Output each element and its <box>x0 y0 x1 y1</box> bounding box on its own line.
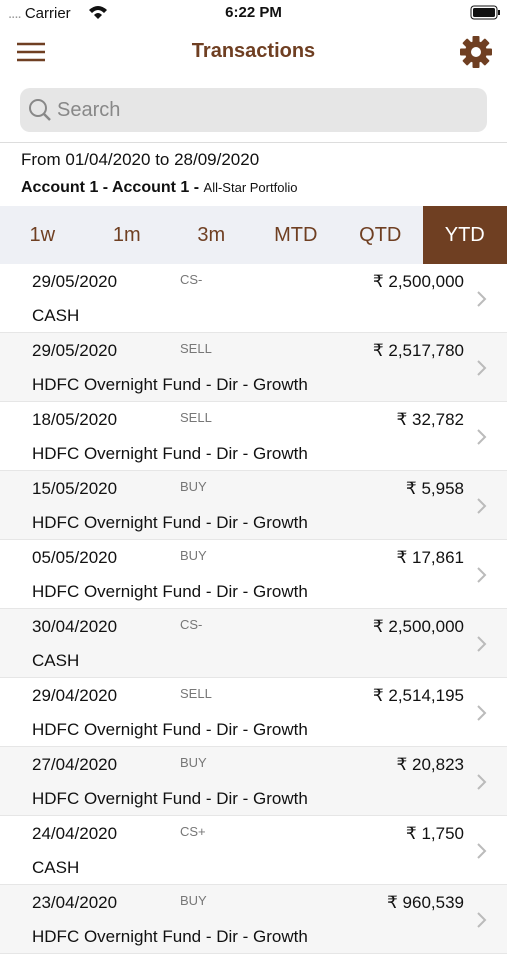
chevron <box>476 635 488 658</box>
type: CS- <box>180 617 202 632</box>
transaction-row[interactable]: 30/04/2020 CS- ₹ 2,500,000 CASH <box>0 609 507 678</box>
fund-name: CASH <box>32 651 79 671</box>
transaction-row[interactable]: 29/05/2020 CS- ₹ 2,500,000 CASH <box>0 264 507 333</box>
date: 15/05/2020 <box>32 479 117 499</box>
date: 29/05/2020 <box>32 341 117 361</box>
transaction-row[interactable]: 23/04/2020 BUY ₹ 960,539 HDFC Overnight Fun… <box>0 885 507 954</box>
type: BUY <box>180 755 207 770</box>
date: 29/04/2020 <box>32 686 117 706</box>
date: 29/05/2020 <box>32 272 117 292</box>
period-tab[interactable]: 3m <box>169 206 254 264</box>
type: CS+ <box>180 824 206 839</box>
type: SELL <box>180 341 212 356</box>
chevron-icon <box>476 911 488 929</box>
chevron <box>476 842 488 865</box>
fund-name: HDFC Overnight Fund - Dir - Growth <box>32 375 308 395</box>
screen: .... Carrier 6:22 PM Transactions Search… <box>0 0 507 900</box>
amount: ₹ 960,539 <box>387 893 464 913</box>
account-line: Account 1 - Account 1 - All-Star Portfol… <box>21 179 297 197</box>
transaction-row[interactable]: 18/05/2020 SELL ₹ 32,782 HDFC Overnight Fun… <box>0 402 507 471</box>
search-icon <box>28 98 52 122</box>
transaction-row[interactable]: 05/05/2020 BUY ₹ 17,861 HDFC Overnight Fund… <box>0 540 507 609</box>
settings-button[interactable] <box>460 36 492 68</box>
date: 05/05/2020 <box>32 548 117 568</box>
date: 18/05/2020 <box>32 410 117 430</box>
date: 30/04/2020 <box>32 617 117 637</box>
transaction-row[interactable]: 29/04/2020 SELL ₹ 2,514,195 HDFC Overnight … <box>0 678 507 747</box>
fund-name: HDFC Overnight Fund - Dir - Growth <box>32 513 308 533</box>
amount: ₹ 1,750 <box>406 824 464 844</box>
chevron-icon <box>476 290 488 308</box>
type: SELL <box>180 410 212 425</box>
status-time: 6:22 PM <box>0 4 507 21</box>
transaction-row[interactable]: 24/04/2020 CS+ ₹ 1,750 CASH <box>0 816 507 885</box>
date: 27/04/2020 <box>32 755 117 775</box>
chevron <box>476 911 488 934</box>
transaction-row[interactable]: 15/05/2020 BUY ₹ 5,958 HDFC Overnight Fund … <box>0 471 507 540</box>
amount: ₹ 2,517,780 <box>373 341 464 361</box>
period-tab[interactable]: QTD <box>338 206 423 264</box>
chevron <box>476 704 488 727</box>
fund-name: HDFC Overnight Fund - Dir - Growth <box>32 720 308 740</box>
account: Account 1 - Account 1 - <box>21 179 204 196</box>
type: BUY <box>180 479 207 494</box>
chevron-icon <box>476 704 488 722</box>
date: 23/04/2020 <box>32 893 117 913</box>
fund-name: CASH <box>32 858 79 878</box>
chevron-icon <box>476 428 488 446</box>
chevron <box>476 773 488 796</box>
fund-name: HDFC Overnight Fund - Dir - Growth <box>32 582 308 602</box>
portfolio: All-Star Portfolio <box>204 180 298 195</box>
chevron <box>476 428 488 451</box>
chevron <box>476 566 488 589</box>
fund-name: HDFC Overnight Fund - Dir - Growth <box>32 444 308 464</box>
amount: ₹ 5,958 <box>406 479 464 499</box>
period-tab[interactable]: 1w <box>0 206 85 264</box>
header-title: Transactions <box>0 40 507 63</box>
period-tab[interactable]: YTD <box>423 206 507 264</box>
type: BUY <box>180 548 207 563</box>
date-range: From 01/04/2020 to 28/09/2020 <box>21 150 259 170</box>
date: 24/04/2020 <box>32 824 117 844</box>
chevron <box>476 359 488 382</box>
type: BUY <box>180 893 207 908</box>
period-tab[interactable]: 1m <box>85 206 170 264</box>
search-bar[interactable]: Search <box>20 88 487 132</box>
type: CS- <box>180 272 202 287</box>
chevron <box>476 290 488 313</box>
chevron-icon <box>476 842 488 860</box>
chevron-icon <box>476 566 488 584</box>
amount: ₹ 2,500,000 <box>373 272 464 292</box>
chevron-icon <box>476 359 488 377</box>
chevron-icon <box>476 773 488 791</box>
fund-name: HDFC Overnight Fund - Dir - Growth <box>32 927 308 947</box>
transaction-row[interactable]: 27/04/2020 BUY ₹ 20,823 HDFC Overnight Fund… <box>0 747 507 816</box>
period-tab[interactable]: MTD <box>254 206 339 264</box>
amount: ₹ 17,861 <box>396 548 464 568</box>
type: SELL <box>180 686 212 701</box>
amount: ₹ 2,500,000 <box>373 617 464 637</box>
chevron-icon <box>476 635 488 653</box>
divider <box>0 142 507 143</box>
chevron <box>476 497 488 520</box>
amount: ₹ 20,823 <box>396 755 464 775</box>
fund-name: CASH <box>32 306 79 326</box>
fund-name: HDFC Overnight Fund - Dir - Growth <box>32 789 308 809</box>
amount: ₹ 32,782 <box>396 410 464 430</box>
chevron-icon <box>476 497 488 515</box>
search-placeholder: Search <box>57 99 120 122</box>
amount: ₹ 2,514,195 <box>373 686 464 706</box>
battery-icon <box>470 5 502 21</box>
transaction-row[interactable]: 29/05/2020 SELL ₹ 2,517,780 HDFC Overnight … <box>0 333 507 402</box>
